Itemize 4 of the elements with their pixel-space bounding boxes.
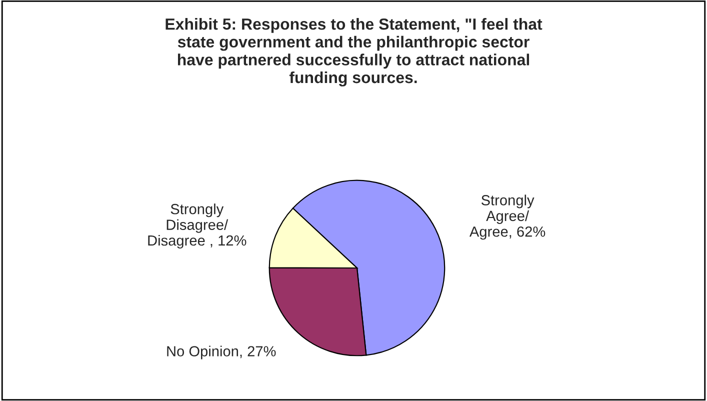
slice-label: Strongly Agree/ Agree, 62%	[469, 194, 546, 240]
slice-label: No Opinion, 27%	[167, 346, 276, 360]
chart-title: Exhibit 5: Responses to the Statement, "I feel that state government and the philanthropic sector have partnered successfully to attract national funding sources.	[166, 18, 542, 86]
slice-label: Strongly Disagree/ Disagree , 12%	[148, 204, 246, 249]
